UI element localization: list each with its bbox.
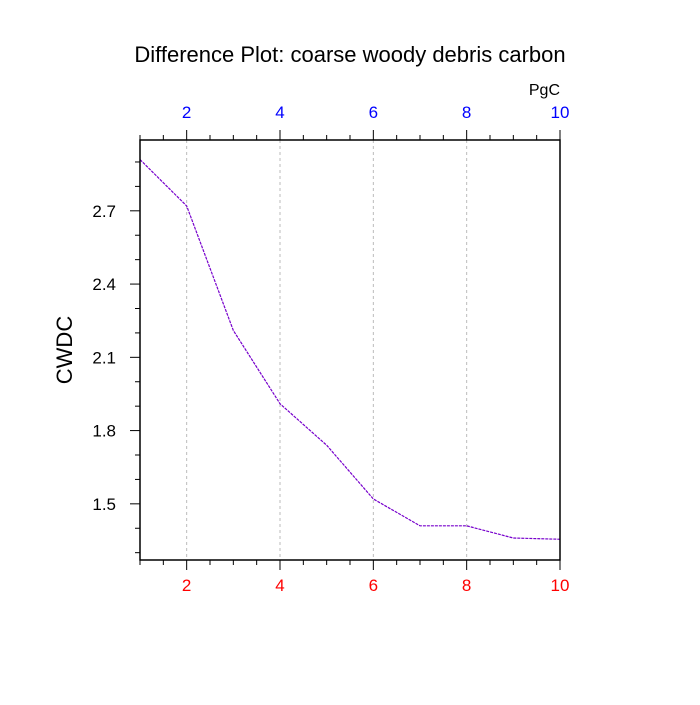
- y-tick-label: 2.1: [92, 348, 116, 367]
- tick-labels: 2 2 4 4 6 6 8 8 10 10 1.5 1.8 2.1 2.4 2.7: [92, 103, 569, 595]
- y-tick-label: 2.7: [92, 202, 116, 221]
- axis-ticks: [130, 130, 561, 570]
- y-tick-label: 2.4: [92, 275, 116, 294]
- y-axis-label: CWDC: [52, 316, 77, 385]
- series-lines: [139, 159, 561, 540]
- chart-title: Difference Plot: coarse woody debris car…: [134, 42, 565, 67]
- y-tick-label: 1.5: [92, 495, 116, 514]
- x-tick-label-top: 10: [551, 103, 570, 122]
- x-tick-label-bottom: 4: [275, 576, 284, 595]
- x-tick-label-bottom: 8: [462, 576, 471, 595]
- units-label: PgC: [529, 82, 560, 99]
- plot-frame: [139, 139, 561, 561]
- x-tick-label-top: 6: [369, 103, 378, 122]
- x-tick-label-top: 4: [275, 103, 284, 122]
- x-tick-label-bottom: 2: [182, 576, 191, 595]
- x-tick-label-top: 8: [462, 103, 471, 122]
- y-tick-label: 1.8: [92, 422, 116, 441]
- grid-lines: [186, 140, 468, 560]
- series-line: [139, 159, 561, 540]
- x-tick-label-bottom: 6: [369, 576, 378, 595]
- x-tick-label-bottom: 10: [551, 576, 570, 595]
- x-tick-label-top: 2: [182, 103, 191, 122]
